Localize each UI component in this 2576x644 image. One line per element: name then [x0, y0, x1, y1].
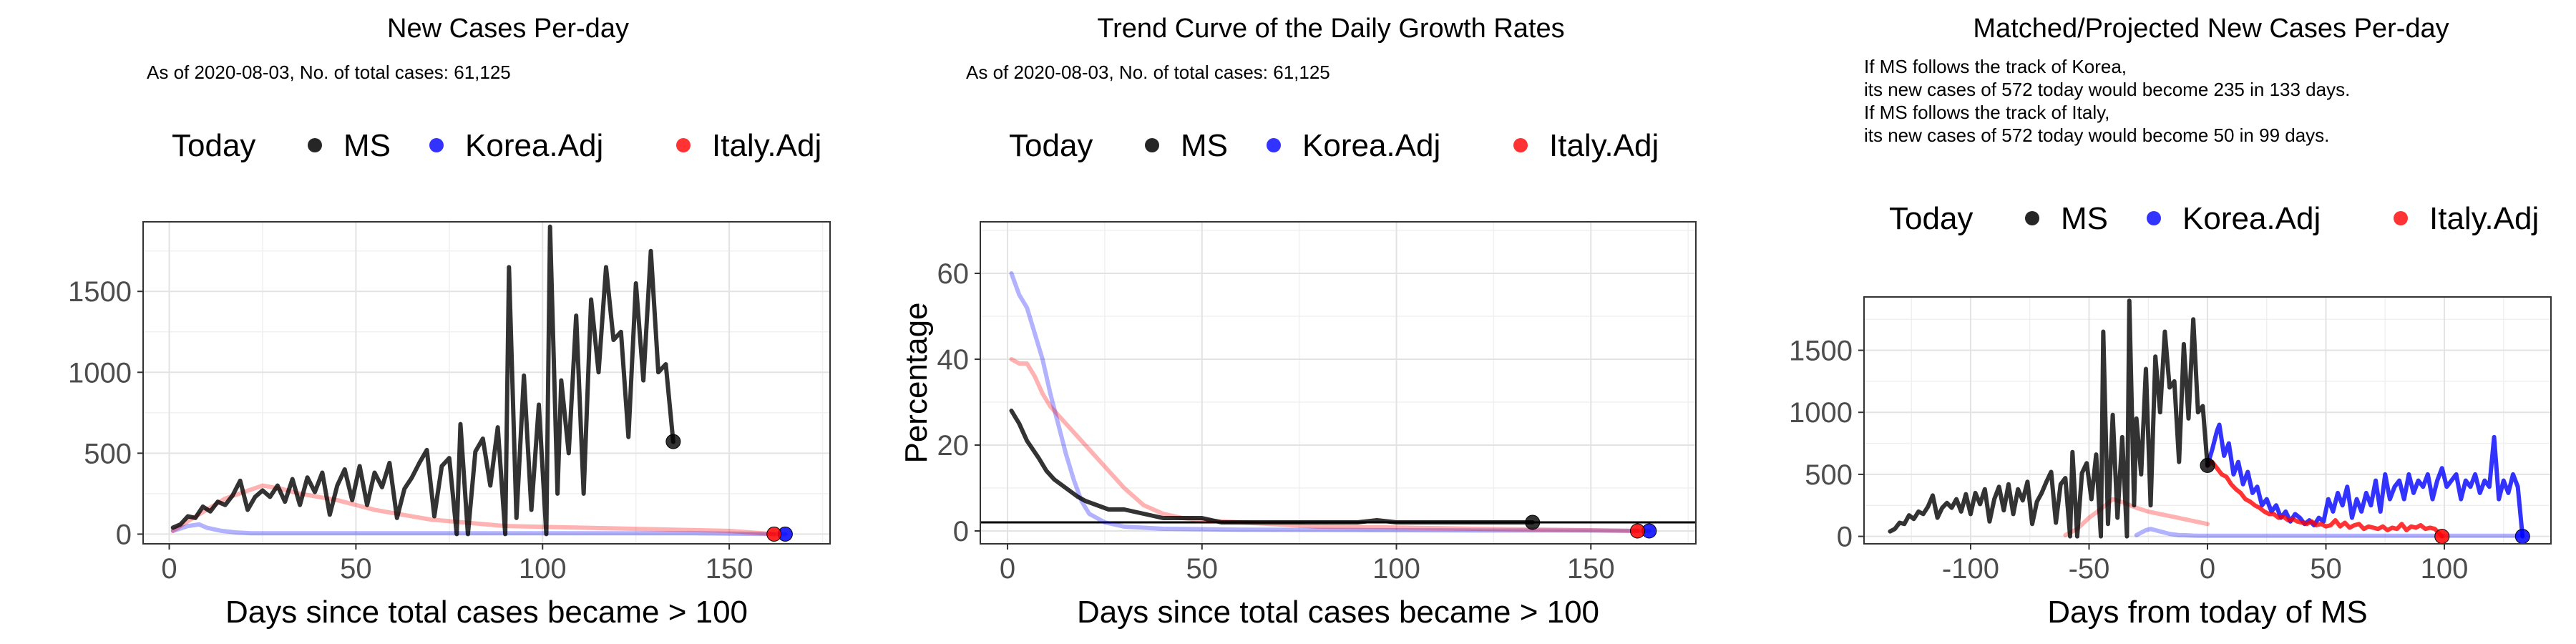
y-tick-label: 500: [1805, 459, 1853, 491]
x-axis-label: Days since total cases became > 100: [225, 595, 748, 630]
series-line-ms: [170, 224, 675, 537]
y-axis-label: Percentage: [899, 302, 934, 463]
chart-title: New Cases Per-day: [387, 14, 629, 44]
legend-marker: [1145, 138, 1159, 152]
chart-1: New Cases Per-day As of 2020-08-03, No. o…: [68, 14, 831, 630]
legend-marker: [2147, 211, 2161, 225]
axis-ticks: 0 50 100 150 0 20 40 60: [937, 258, 1615, 585]
gridlines: [980, 222, 1696, 544]
y-tick-label: 60: [937, 258, 970, 290]
series-line-italy-adj: [1009, 357, 1640, 533]
x-tick-label: 50: [2310, 553, 2342, 585]
annotation-line: its new cases of 572 today would become …: [1864, 79, 2350, 100]
legend: Today MS Korea.Adj Italy.Adj: [1889, 201, 2539, 236]
legend: Today MS Korea.Adj Italy.Adj: [172, 128, 821, 163]
legend-marker: [676, 138, 691, 152]
legend-title: Today: [1009, 128, 1093, 163]
y-tick-label: 1000: [1789, 397, 1853, 429]
legend-label: MS: [1181, 128, 1228, 163]
legend: Today MS Korea.Adj Italy.Adj: [1009, 128, 1659, 163]
legend-label: MS: [343, 128, 391, 163]
chart-2: Trend Curve of the Daily Growth Rates As …: [899, 14, 1697, 630]
legend-marker: [1267, 138, 1281, 152]
x-tick-label: 150: [706, 553, 753, 585]
x-tick-label: 0: [2200, 553, 2215, 585]
y-tick-label: 1500: [68, 276, 132, 308]
legend-label: Italy.Adj: [1549, 128, 1659, 163]
legend-marker: [308, 138, 322, 152]
x-tick-label: 100: [519, 553, 567, 585]
chart-subtitle: As of 2020-08-03, No. of total cases: 61…: [147, 62, 511, 83]
plot-area: [980, 222, 1696, 544]
annotation-line: If MS follows the track of Italy,: [1864, 102, 2109, 123]
chart-subtitle: As of 2020-08-03, No. of total cases: 61…: [966, 62, 1330, 83]
y-tick-label: 20: [937, 430, 970, 462]
today-point-italy-adj: [1629, 523, 1645, 539]
series-line-korea-adj: [170, 522, 788, 537]
y-tick-label: 0: [1837, 522, 1853, 553]
x-tick-label: 50: [340, 553, 372, 585]
today-point-italy-adj: [2434, 529, 2450, 545]
legend-marker: [2394, 211, 2408, 225]
legend-label: MS: [2061, 201, 2108, 236]
x-tick-label: 100: [1372, 553, 1420, 585]
x-axis-label: Days from today of MS: [2047, 595, 2367, 630]
annotation-line: its new cases of 572 today would become …: [1864, 125, 2329, 146]
series-line-italy-adj: [2205, 459, 2444, 539]
series-line-italy-adj-pre-: [2063, 497, 2210, 537]
today-point-ms: [2200, 457, 2215, 473]
y-tick-label: 1500: [1789, 336, 1853, 367]
x-tick-label: 0: [161, 553, 177, 585]
plot-area: [143, 222, 830, 544]
legend-marker: [2025, 211, 2039, 225]
x-tick-label: -100: [1942, 553, 1999, 585]
x-tick-label: -50: [2069, 553, 2110, 585]
legend-marker: [1513, 138, 1528, 152]
panel-border: [1863, 296, 2552, 545]
chart-title: Trend Curve of the Daily Growth Rates: [1097, 14, 1564, 44]
series-line-ms: [1888, 298, 2210, 539]
legend-title: Today: [172, 128, 255, 163]
panel-border: [980, 221, 1697, 545]
annotation-line: If MS follows the track of Korea,: [1864, 56, 2127, 77]
y-tick-label: 0: [953, 516, 969, 547]
legend-label: Korea.Adj: [2182, 201, 2321, 236]
series-line-korea-adj: [2205, 422, 2525, 539]
legend-label: Korea.Adj: [465, 128, 603, 163]
today-point-ms: [665, 434, 681, 449]
legend-marker: [429, 138, 444, 152]
chart-title: Matched/Projected New Cases Per-day: [1973, 14, 2449, 44]
today-point-ms: [1525, 514, 1541, 530]
x-tick-label: 150: [1567, 553, 1615, 585]
x-axis-label: Days since total cases became > 100: [1077, 595, 1599, 630]
legend-label: Korea.Adj: [1302, 128, 1440, 163]
y-tick-label: 500: [84, 438, 132, 469]
legend-label: Italy.Adj: [712, 128, 821, 163]
y-tick-label: 40: [937, 344, 970, 376]
series-line-korea-adj-pre-: [2134, 527, 2525, 538]
legend-label: Italy.Adj: [2429, 201, 2539, 236]
series-line-italy-adj: [170, 483, 776, 537]
x-tick-label: 100: [2421, 553, 2469, 585]
x-tick-label: 50: [1186, 553, 1219, 585]
y-tick-label: 1000: [68, 357, 132, 389]
today-point-italy-adj: [766, 526, 782, 542]
series-line-ms: [1009, 409, 1535, 525]
legend-title: Today: [1889, 201, 1973, 236]
x-tick-label: 0: [1000, 553, 1015, 585]
y-tick-label: 0: [116, 519, 132, 550]
today-point-korea-adj: [2514, 529, 2530, 545]
chart-3: Matched/Projected New Cases Per-day If MS…: [1789, 14, 2552, 630]
panel-border: [142, 221, 831, 545]
